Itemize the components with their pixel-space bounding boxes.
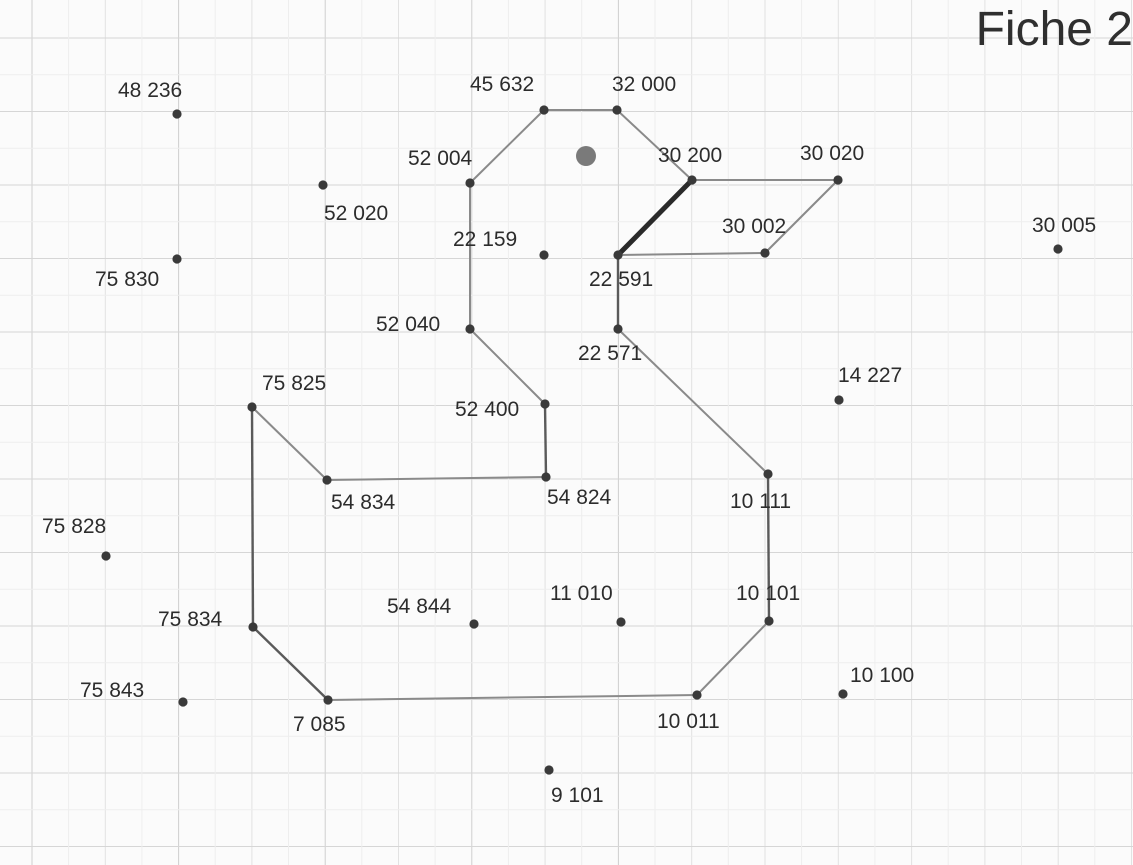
point-dot-11010 [616, 617, 626, 627]
point-label-52020: 52 020 [324, 202, 388, 225]
point-label-9101: 9 101 [551, 784, 604, 807]
duck-eye [576, 146, 596, 166]
point-dot-52004 [465, 178, 475, 188]
point-label-54834: 54 834 [331, 491, 396, 514]
point-dot-48236 [172, 109, 182, 119]
point-dot-52040 [465, 324, 475, 334]
point-dot-52400 [540, 399, 550, 409]
point-dot-75828 [101, 551, 111, 561]
segment-30020-30002 [764, 179, 839, 254]
point-dot-75843 [178, 697, 188, 707]
point-label-75828: 75 828 [42, 515, 106, 538]
point-label-14227: 14 227 [838, 364, 902, 387]
connecting-lines [250, 109, 839, 701]
segment-54834-54824 [326, 476, 547, 481]
segment-30002-22591 [617, 252, 766, 256]
point-dot-45632 [539, 105, 549, 115]
segment-32000-30200 [616, 109, 693, 181]
point-label-54824: 54 824 [547, 486, 612, 509]
segment-75825-54834 [251, 406, 328, 481]
point-dot-22591 [613, 250, 623, 260]
point-label-75834: 75 834 [158, 608, 223, 631]
segment-22571-10111 [617, 328, 769, 475]
point-dot-75830 [172, 254, 182, 264]
point-dot-7085 [323, 695, 333, 705]
segment-52004-45632 [469, 109, 545, 184]
point-label-22571: 22 571 [578, 342, 642, 365]
point-labels: 48 236 45 632 32 000 52 004 30 200 30 020 52 0… [42, 73, 1096, 807]
segment-10011-7085 [327, 694, 698, 701]
point-dot-14227 [834, 395, 844, 405]
point-label-52004: 52 004 [408, 147, 473, 170]
point-label-54844: 54 844 [387, 595, 452, 618]
point-dot-10101 [764, 616, 774, 626]
point-label-30200: 30 200 [658, 144, 722, 167]
point-label-30020: 30 020 [800, 142, 864, 165]
segment-10111-10101 [766, 473, 771, 622]
sheet-title: Fiche 2 [975, 3, 1133, 56]
segment-75834-75825 [250, 406, 255, 628]
point-label-10111: 10 111 [730, 490, 791, 513]
point-dot-32000 [612, 105, 622, 115]
segment-10101-10011 [696, 620, 770, 696]
point-dot-22571 [613, 324, 623, 334]
point-dot-54844 [469, 619, 479, 629]
point-label-7085: 7 085 [293, 713, 346, 736]
point-label-11010: 11 010 [550, 582, 613, 605]
point-label-32000: 32 000 [612, 73, 676, 96]
segment-52400-52040 [469, 328, 546, 405]
point-label-22591: 22 591 [589, 268, 653, 291]
point-label-52040: 52 040 [376, 313, 440, 336]
point-dot-30020 [833, 175, 843, 185]
segment-30200-22591 [615, 177, 695, 258]
point-dot-54824 [541, 472, 551, 482]
point-dot-75834 [248, 622, 258, 632]
point-label-75830: 75 830 [95, 268, 159, 291]
point-dot-52020 [318, 180, 328, 190]
point-dots [101, 105, 1063, 775]
point-dot-9101 [544, 765, 554, 775]
point-dot-30005 [1053, 244, 1063, 254]
point-dot-22159 [539, 250, 549, 260]
point-dot-54834 [322, 475, 332, 485]
point-label-22159: 22 159 [453, 228, 517, 251]
point-label-10011: 10 011 [657, 710, 720, 733]
point-dot-10011 [692, 690, 702, 700]
point-dot-10111 [763, 469, 773, 479]
point-label-10101: 10 101 [736, 582, 800, 605]
point-label-30002: 30 002 [722, 215, 786, 238]
point-label-75843: 75 843 [80, 679, 144, 702]
segment-54824-52400 [543, 403, 548, 478]
point-label-52400: 52 400 [455, 398, 519, 421]
point-dot-75825 [247, 402, 257, 412]
point-label-45632: 45 632 [470, 73, 534, 96]
point-dot-10100 [838, 689, 848, 699]
point-label-30005: 30 005 [1032, 214, 1096, 237]
point-label-75825: 75 825 [262, 372, 326, 395]
point-dot-30002 [760, 248, 770, 258]
point-label-10100: 10 100 [850, 664, 914, 687]
segment-7085-75834 [252, 626, 329, 701]
point-label-48236: 48 236 [118, 79, 182, 102]
eye-dot [576, 146, 596, 166]
point-dot-30200 [687, 175, 697, 185]
